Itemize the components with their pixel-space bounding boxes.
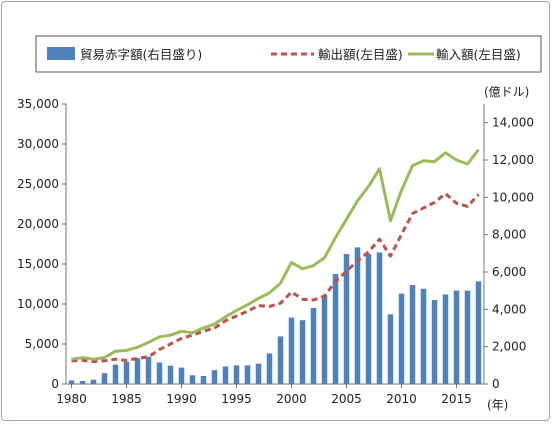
deficit-bar — [90, 379, 97, 384]
legend-label-deficit: 貿易赤字額(右目盛り) — [80, 47, 202, 62]
x-tick-label: 2015 — [441, 392, 472, 406]
deficit-bar — [266, 353, 273, 384]
deficit-bar — [123, 361, 130, 384]
legend-label-exports: 輸出額(左目盛) — [318, 47, 403, 62]
left-tick-label: 15,000 — [17, 257, 59, 271]
deficit-bar — [332, 274, 339, 384]
left-tick-label: 25,000 — [17, 177, 59, 191]
deficit-bar — [200, 375, 207, 384]
deficit-bar — [365, 253, 372, 384]
x-tick-label: 2000 — [276, 392, 307, 406]
deficit-bar — [222, 366, 229, 384]
left-tick-label: 0 — [51, 377, 59, 391]
deficit-bar — [475, 281, 482, 384]
deficit-bar — [68, 380, 75, 384]
right-tick-label: 14,000 — [492, 116, 534, 130]
deficit-bar — [167, 365, 174, 384]
deficit-bar — [244, 365, 251, 384]
left-tick-label: 10,000 — [17, 297, 59, 311]
exports-line — [71, 192, 480, 364]
left-tick-label: 20,000 — [17, 217, 59, 231]
right-tick-label: 4,000 — [492, 302, 526, 316]
deficit-bar — [464, 290, 471, 384]
deficit-bar — [79, 381, 86, 384]
deficit-bar — [233, 365, 240, 384]
right-tick-label: 10,000 — [492, 190, 534, 204]
right-tick-label: 2,000 — [492, 340, 526, 354]
legend-box — [35, 35, 542, 73]
deficit-bar — [431, 300, 438, 384]
x-tick-label: 1980 — [56, 392, 87, 406]
deficit-bar — [409, 285, 416, 384]
deficit-bar — [145, 356, 152, 384]
deficit-bar — [310, 308, 317, 384]
right-axis-unit: (億ドル) — [484, 85, 529, 99]
deficit-bar — [277, 336, 284, 384]
imports-line — [71, 148, 480, 361]
right-tick-label: 8,000 — [492, 228, 526, 242]
right-tick-label: 0 — [492, 377, 500, 391]
x-tick-label: 1985 — [111, 392, 142, 406]
left-tick-label: 30,000 — [17, 137, 59, 151]
left-tick-label: 5,000 — [25, 337, 59, 351]
x-tick-label: 2010 — [386, 392, 417, 406]
deficit-bar — [211, 370, 218, 384]
right-tick-label: 12,000 — [492, 153, 534, 167]
legend: 貿易赤字額(右目盛り) 輸出額(左目盛) 輸入額(左目盛) — [35, 35, 542, 73]
deficit-bar — [178, 367, 185, 384]
left-tick-label: 35,000 — [17, 97, 59, 111]
x-tick-label: 1990 — [166, 392, 197, 406]
deficit-bar — [420, 288, 427, 384]
x-tick-label: 1995 — [221, 392, 252, 406]
bar-series — [68, 247, 482, 384]
deficit-bar — [453, 290, 460, 384]
deficit-bar — [134, 358, 141, 384]
deficit-bar — [101, 373, 108, 384]
deficit-bar — [321, 295, 328, 384]
x-axis-unit: (年) — [487, 398, 508, 412]
right-tick-label: 6,000 — [492, 265, 526, 279]
line-series — [71, 148, 480, 364]
deficit-bar — [398, 293, 405, 384]
deficit-bar — [354, 247, 361, 384]
deficit-bar — [288, 317, 295, 384]
deficit-bar — [376, 252, 383, 384]
legend-label-imports: 輸入額(左目盛) — [436, 47, 521, 62]
legend-swatch-deficit — [47, 47, 75, 60]
deficit-bar — [442, 294, 449, 384]
deficit-bar — [343, 254, 350, 384]
deficit-bar — [255, 363, 262, 384]
deficit-bar — [112, 364, 119, 384]
x-tick-label: 2005 — [331, 392, 362, 406]
deficit-bar — [387, 314, 394, 384]
deficit-bar — [189, 375, 196, 384]
deficit-bar — [156, 362, 163, 384]
deficit-bar — [299, 320, 306, 384]
